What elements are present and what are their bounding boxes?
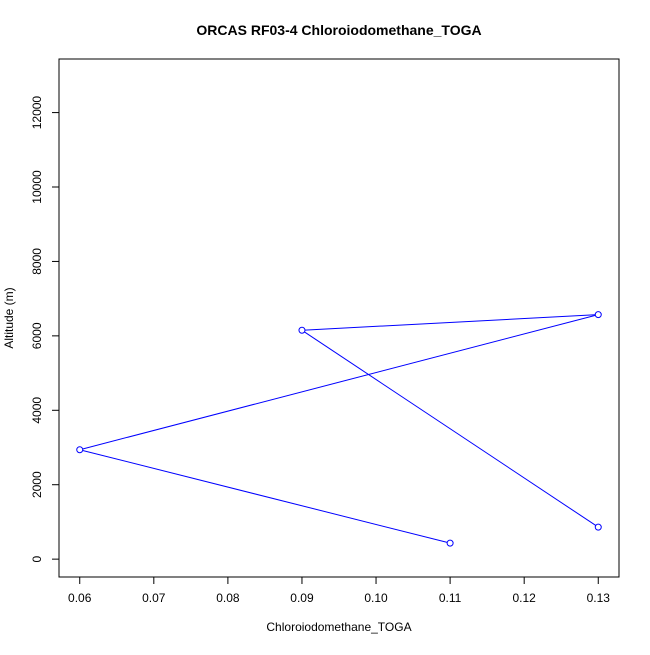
data-point <box>594 311 602 319</box>
y-tick-label: 8000 <box>30 248 44 275</box>
series-line-segment <box>304 331 597 526</box>
y-tick-label: 6000 <box>30 322 44 349</box>
data-point <box>76 446 84 454</box>
series-layer <box>76 311 602 547</box>
x-tick-label: 0.09 <box>290 591 314 605</box>
series-line-segment <box>82 314 596 450</box>
x-tick-label: 0.13 <box>587 591 611 605</box>
x-tick-label: 0.07 <box>142 591 166 605</box>
y-tick-label: 0 <box>30 555 44 562</box>
chart-title: ORCAS RF03-4 Chloroiodomethane_TOGA <box>196 22 481 38</box>
x-tick-label: 0.06 <box>68 591 92 605</box>
x-tick-label: 0.12 <box>513 591 537 605</box>
data-point <box>298 326 306 334</box>
y-axis: 0 2000 4000 6000 8000 10000 12000 <box>30 96 60 562</box>
series-line-segment <box>82 449 448 543</box>
y-tick-label: 2000 <box>30 471 44 498</box>
x-axis: 0.06 0.07 0.08 0.09 0.10 0.11 0.12 0.13 <box>68 576 611 605</box>
y-axis-label: Altitude (m) <box>2 287 16 348</box>
data-point <box>594 523 602 531</box>
x-axis-label: Chloroiodomethane_TOGA <box>266 620 411 634</box>
x-tick-label: 0.10 <box>364 591 388 605</box>
x-tick-label: 0.11 <box>439 591 462 605</box>
x-tick-label: 0.08 <box>216 591 240 605</box>
y-tick-label: 4000 <box>30 397 44 424</box>
series-line-segment <box>304 314 596 331</box>
y-tick-label: 12000 <box>30 96 44 130</box>
data-point <box>446 539 454 547</box>
y-tick-label: 10000 <box>30 170 44 204</box>
